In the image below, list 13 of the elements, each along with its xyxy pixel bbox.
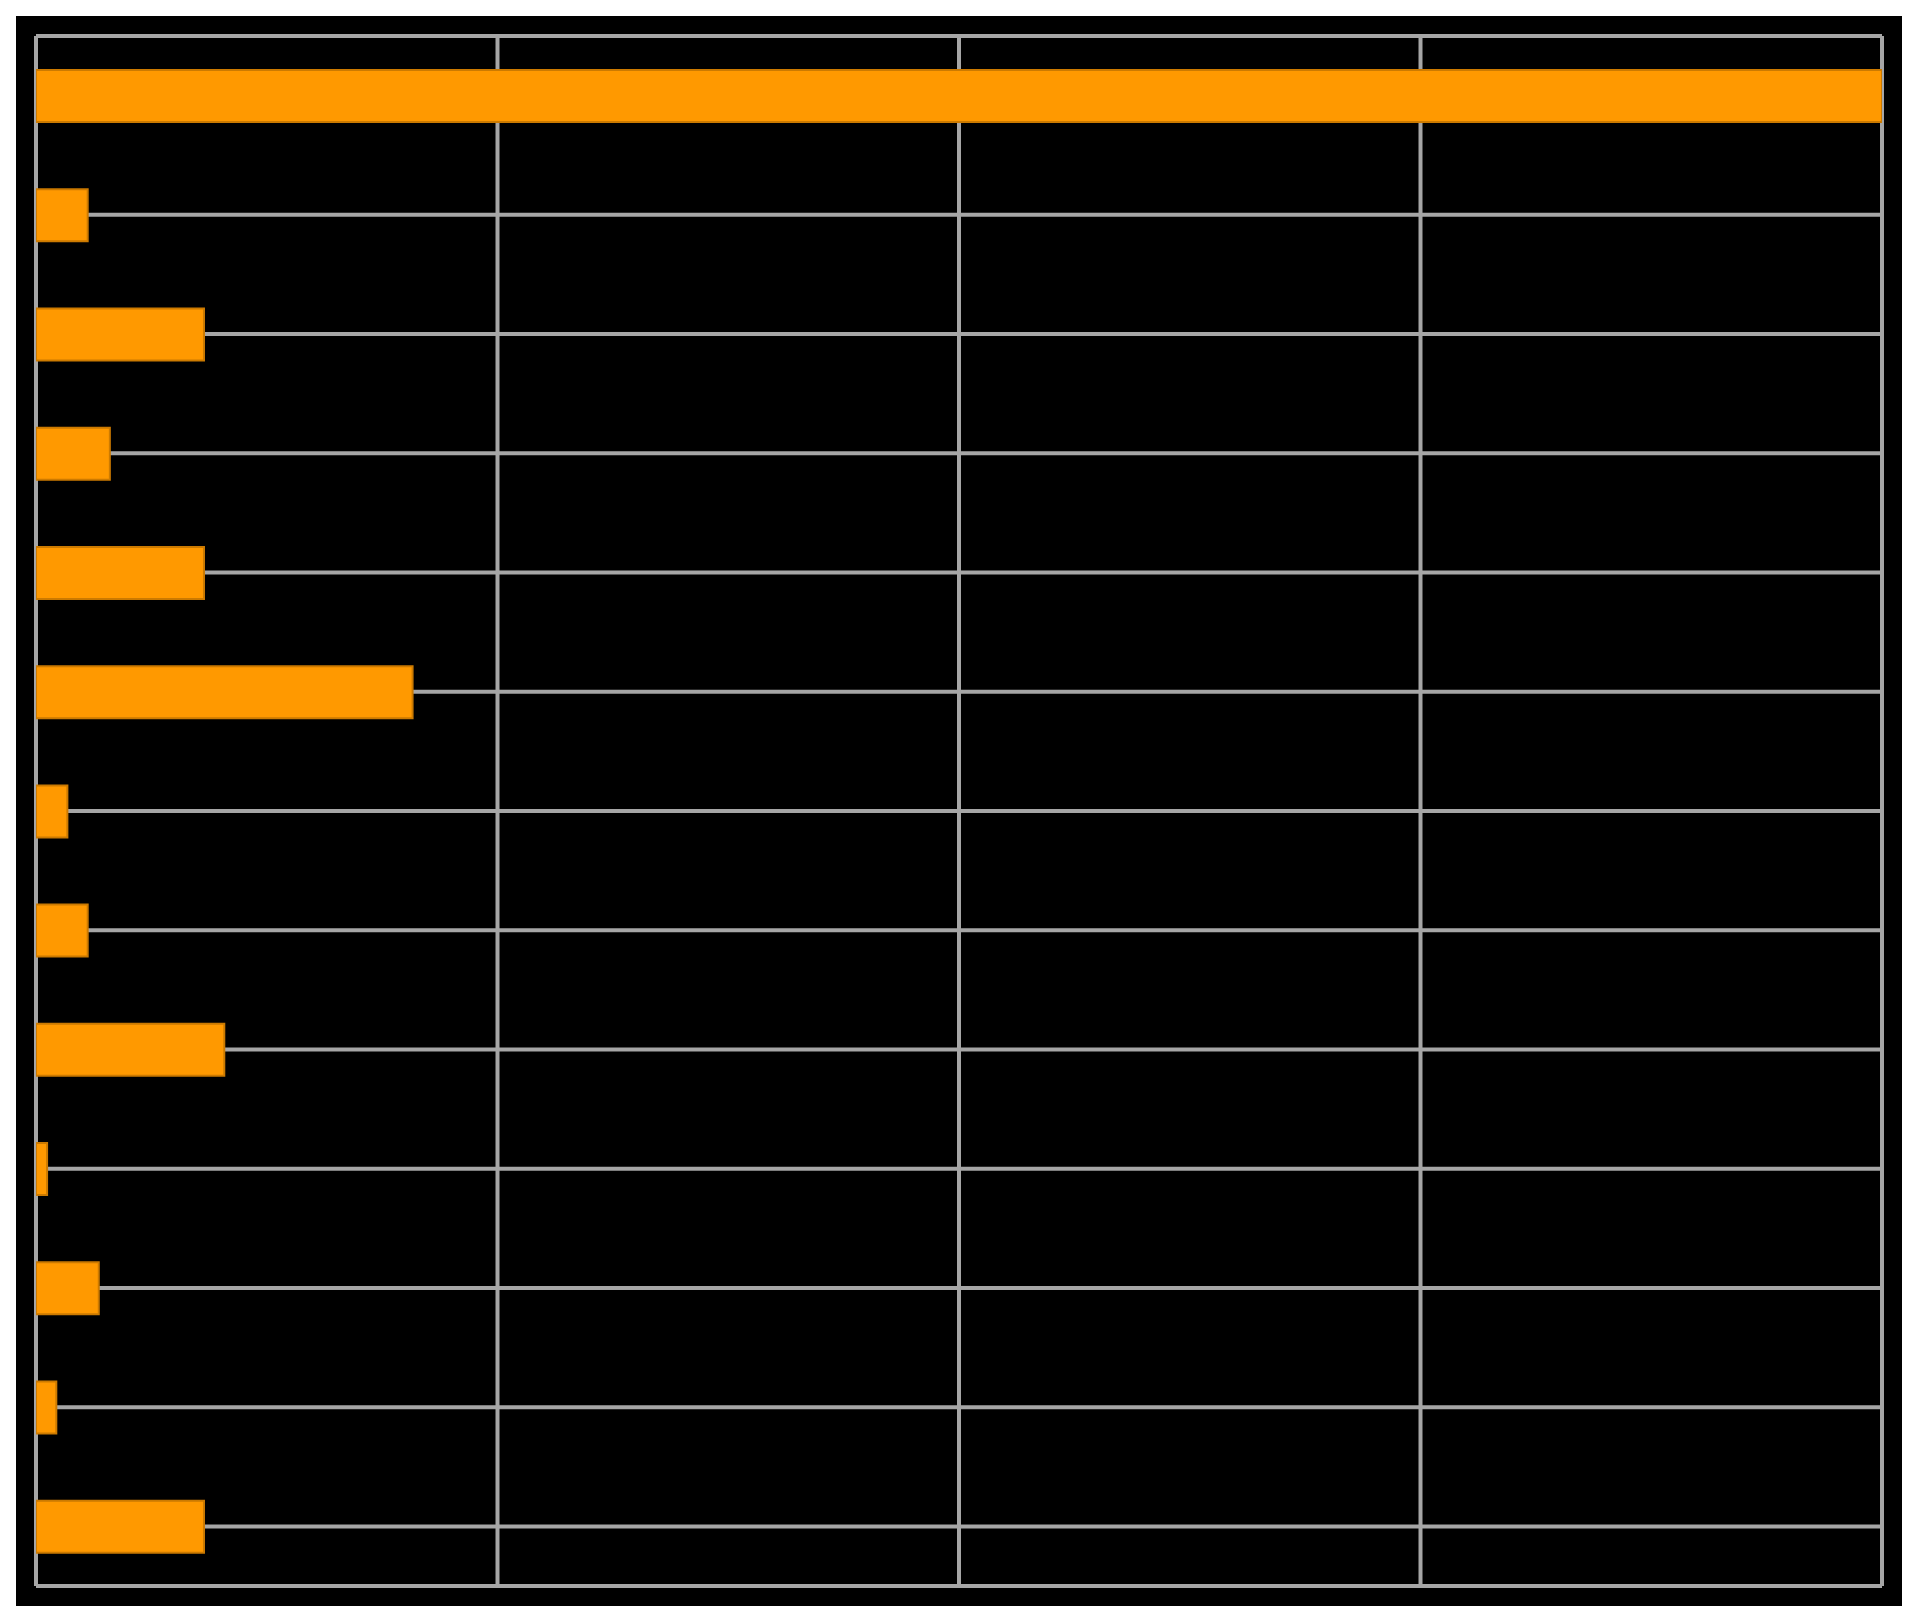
bar (36, 1380, 58, 1435)
bar (36, 1022, 226, 1077)
bar (36, 1261, 100, 1316)
bar (36, 1142, 49, 1197)
bar (36, 665, 414, 720)
bar (36, 1499, 205, 1554)
bar (36, 426, 111, 481)
bar (36, 188, 89, 243)
bar (36, 307, 205, 362)
bar (36, 784, 69, 839)
bar (36, 545, 205, 600)
bar (36, 69, 1882, 123)
bar (36, 903, 89, 958)
